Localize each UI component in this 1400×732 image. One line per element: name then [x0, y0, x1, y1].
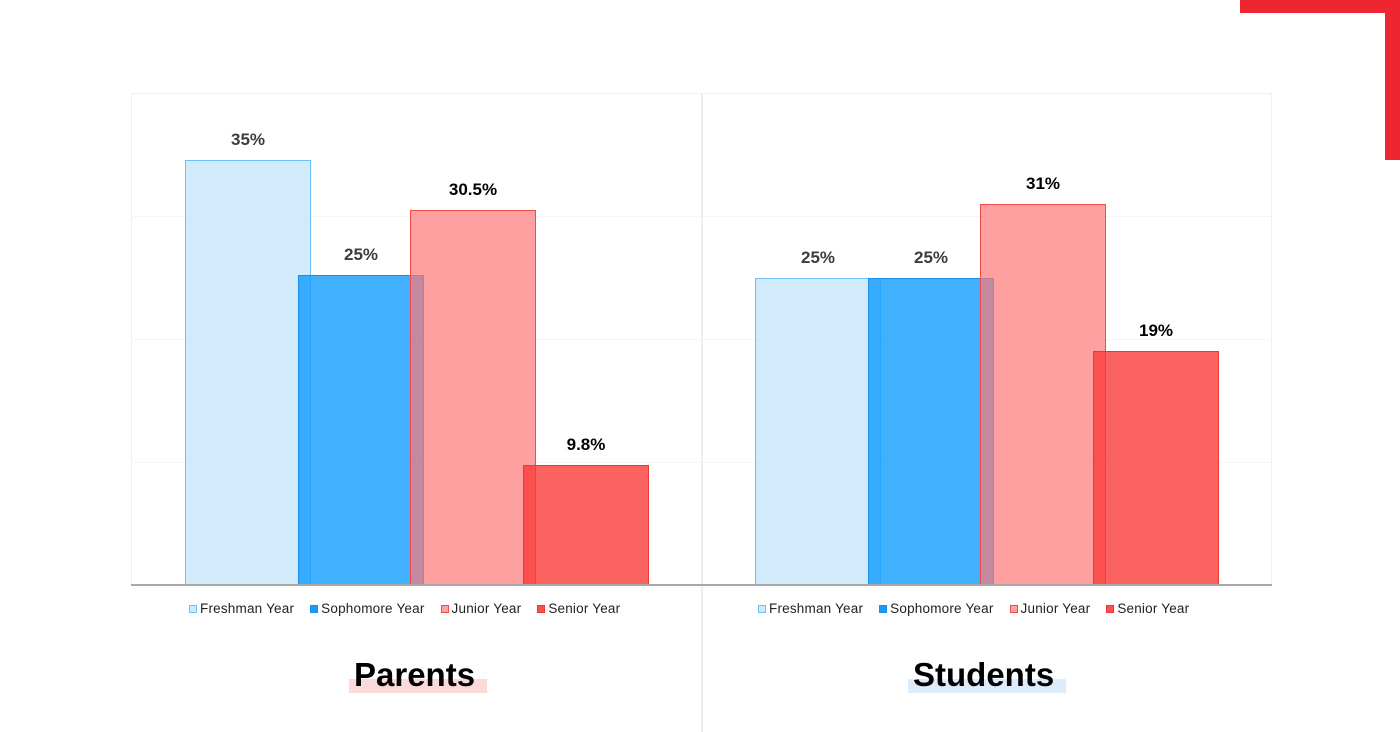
legend-label: Sophomore Year	[890, 601, 994, 616]
legend-item-sophomore: Sophomore Year	[879, 601, 993, 616]
bar-students-senior	[1093, 351, 1219, 585]
value-label: 25%	[800, 248, 836, 267]
legend-label: Freshman Year	[769, 601, 864, 616]
decorative-corner-bar-side	[1385, 0, 1400, 160]
bar-students-freshman	[755, 278, 881, 585]
legend-swatch-icon	[189, 604, 197, 613]
legend-item-senior: Senior Year	[537, 601, 620, 616]
value-label: 35%	[230, 130, 266, 149]
legend-swatch-icon	[310, 604, 319, 613]
bar-parents-freshman	[185, 160, 311, 585]
value-label: 25%	[343, 245, 379, 264]
value-label: 19%	[1138, 321, 1174, 340]
legend-swatch-icon	[758, 604, 766, 613]
value-label: 25%	[913, 248, 949, 267]
title-highlight	[349, 679, 487, 693]
legend-swatch-icon	[1009, 604, 1018, 613]
legend-item-senior: Senior Year	[1106, 601, 1189, 616]
x-axis-baseline	[131, 584, 1272, 586]
legend-item-freshman: Freshman Year	[758, 601, 863, 616]
bar-parents-senior	[523, 465, 649, 585]
bar-parents-sophomore	[298, 275, 424, 585]
students-legend: Freshman Year Sophomore Year Junior Year…	[758, 601, 1189, 616]
parents-legend: Freshman Year Sophomore Year Junior Year…	[189, 601, 620, 616]
chart-divider	[701, 93, 703, 732]
legend-swatch-icon	[440, 604, 449, 613]
legend-label: Junior Year	[451, 601, 522, 616]
title-highlight	[908, 679, 1066, 693]
value-label: 31%	[1025, 174, 1061, 193]
legend-label: Senior Year	[1117, 601, 1190, 616]
legend-item-freshman: Freshman Year	[189, 601, 294, 616]
bar-parents-junior	[410, 210, 536, 585]
legend-label: Junior Year	[1020, 601, 1091, 616]
legend-item-junior: Junior Year	[1009, 601, 1091, 616]
legend-item-sophomore: Sophomore Year	[310, 601, 424, 616]
legend-label: Sophomore Year	[321, 601, 425, 616]
legend-swatch-icon	[1106, 604, 1115, 613]
value-label: 9.8%	[566, 435, 606, 454]
parents-title: Parents	[354, 656, 476, 693]
bar-students-sophomore	[868, 278, 994, 585]
students-title: Students	[913, 656, 1055, 693]
legend-swatch-icon	[537, 604, 546, 613]
legend-swatch-icon	[879, 604, 888, 613]
legend-label: Senior Year	[548, 601, 621, 616]
value-label: 30.5%	[448, 180, 498, 199]
bar-students-junior	[980, 204, 1106, 585]
decorative-corner-bar-top	[1240, 0, 1400, 13]
legend-label: Freshman Year	[200, 601, 295, 616]
legend-item-junior: Junior Year	[440, 601, 522, 616]
